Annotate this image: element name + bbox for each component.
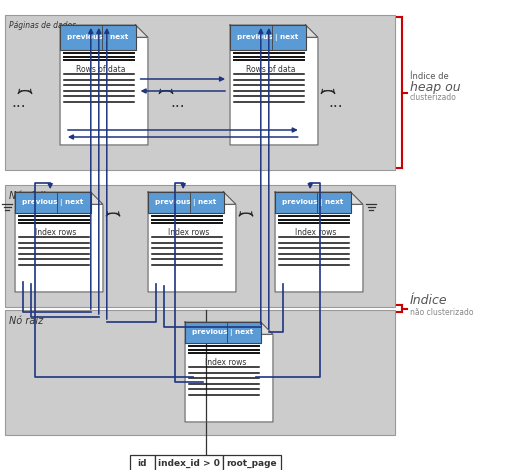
Text: Páginas de dados: Páginas de dados [9, 21, 76, 30]
Text: clusterizado: clusterizado [410, 93, 457, 102]
Text: previous | next: previous | next [67, 34, 128, 41]
Bar [155, 455, 223, 470]
Polygon shape [275, 192, 363, 292]
Bar [60, 25, 136, 50]
Polygon shape [351, 192, 363, 204]
Text: previous | next: previous | next [237, 34, 299, 41]
Text: Index rows: Index rows [35, 228, 76, 237]
Text: index_id > 0: index_id > 0 [158, 458, 220, 468]
Text: ...: ... [171, 95, 186, 110]
Bar [130, 455, 155, 470]
Text: Index rows: Index rows [205, 358, 246, 367]
Text: previous | next: previous | next [22, 199, 83, 206]
Text: previous | next: previous | next [192, 329, 253, 336]
Text: Nó raiz: Nó raiz [9, 316, 43, 326]
Polygon shape [136, 25, 148, 37]
Text: Index rows: Index rows [295, 228, 336, 237]
Polygon shape [230, 25, 318, 145]
Text: previous | next: previous | next [155, 199, 216, 206]
Polygon shape [90, 192, 103, 204]
Text: Nós folha: Nós folha [9, 191, 55, 201]
Bar [5, 15, 395, 170]
Bar [15, 192, 90, 213]
Text: previous | next: previous | next [282, 199, 343, 206]
Text: não clusterizado: não clusterizado [410, 308, 473, 317]
Polygon shape [224, 192, 236, 204]
Bar [230, 25, 306, 50]
Polygon shape [261, 322, 273, 334]
Text: ...: ... [12, 95, 26, 110]
Bar [148, 192, 224, 213]
Polygon shape [15, 192, 103, 292]
Bar [185, 322, 261, 343]
Text: Index rows: Index rows [168, 228, 209, 237]
Text: Rows of data: Rows of data [246, 65, 295, 74]
Bar [5, 185, 395, 307]
Text: root_page: root_page [227, 459, 278, 468]
Bar [275, 192, 351, 213]
Bar [5, 310, 395, 435]
Text: ...: ... [328, 95, 343, 110]
Polygon shape [148, 192, 236, 292]
Polygon shape [306, 25, 318, 37]
Text: Índice de: Índice de [410, 72, 449, 81]
Text: Índice: Índice [410, 294, 448, 307]
Bar [223, 455, 281, 470]
Polygon shape [60, 25, 148, 145]
Text: heap ou: heap ou [410, 81, 461, 94]
Polygon shape [185, 322, 273, 422]
Text: Rows of data: Rows of data [76, 65, 125, 74]
Text: id: id [138, 459, 147, 468]
